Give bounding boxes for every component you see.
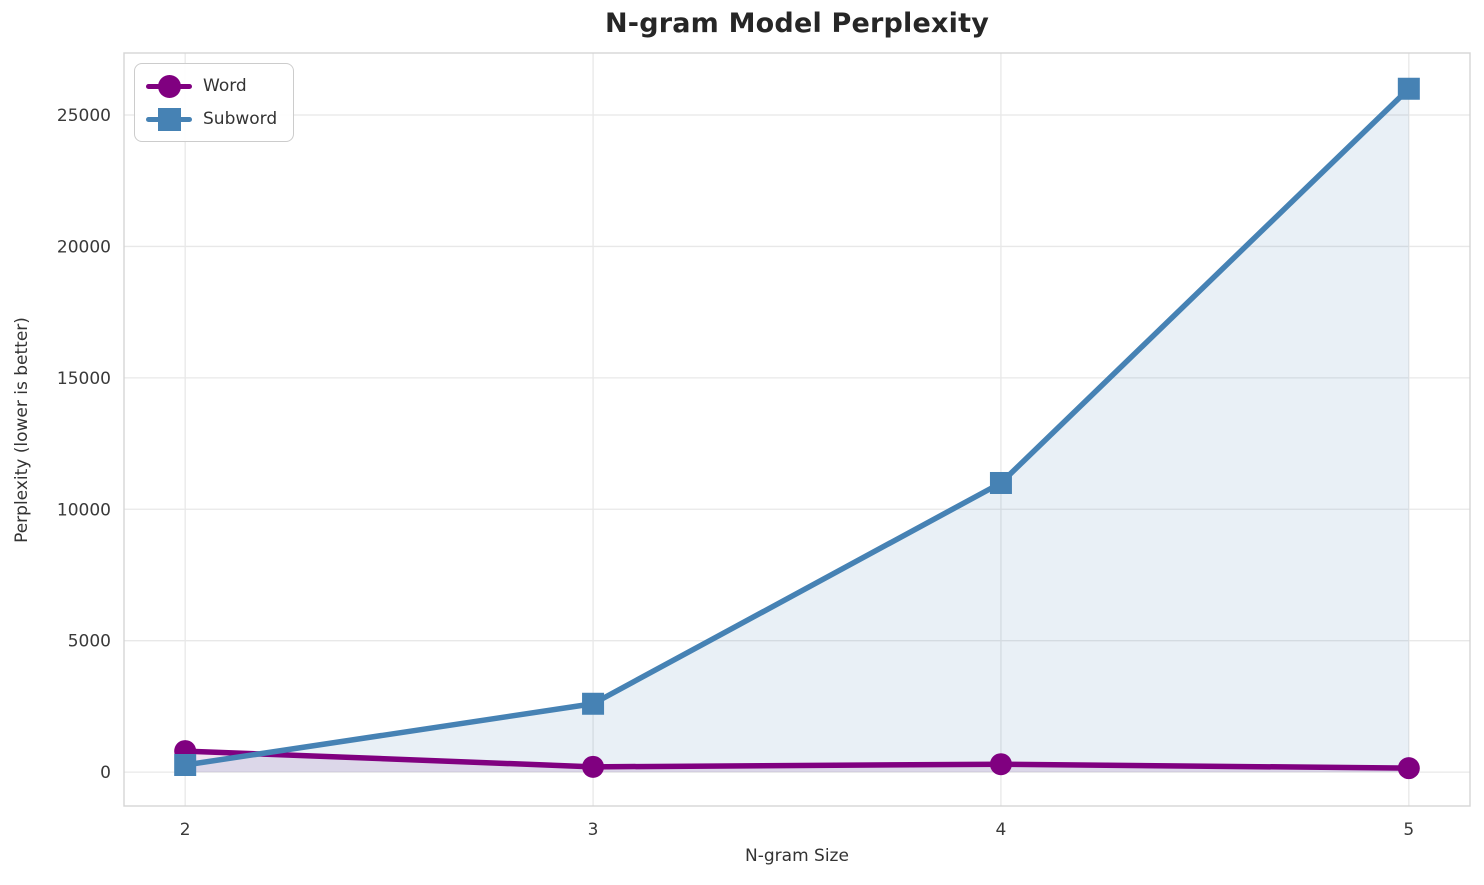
svg-text:2: 2 [180,820,191,840]
legend: Word Subword [134,63,295,142]
svg-text:0: 0 [100,763,111,783]
svg-text:15000: 15000 [57,369,111,389]
chart-title: N-gram Model Perplexity [605,8,989,39]
word-line-circle-marker-icon [145,73,193,99]
svg-text:4: 4 [996,820,1007,840]
subword-line-square-marker-icon [145,106,193,132]
svg-text:25000: 25000 [57,106,111,126]
svg-text:5000: 5000 [68,632,111,652]
x-axis-label: N-gram Size [745,846,849,866]
y-axis-label: Perplexity (lower is better) [12,317,32,543]
legend-label-word: Word [203,76,247,96]
square-marker-icon [157,107,181,131]
legend-label-subword: Subword [203,109,278,129]
svg-text:10000: 10000 [57,500,111,520]
circle-marker-icon [157,74,181,98]
svg-text:3: 3 [588,820,599,840]
svg-text:5: 5 [1403,820,1414,840]
legend-item-subword: Subword [145,105,277,133]
svg-text:20000: 20000 [57,237,111,257]
legend-item-word: Word [145,72,277,100]
